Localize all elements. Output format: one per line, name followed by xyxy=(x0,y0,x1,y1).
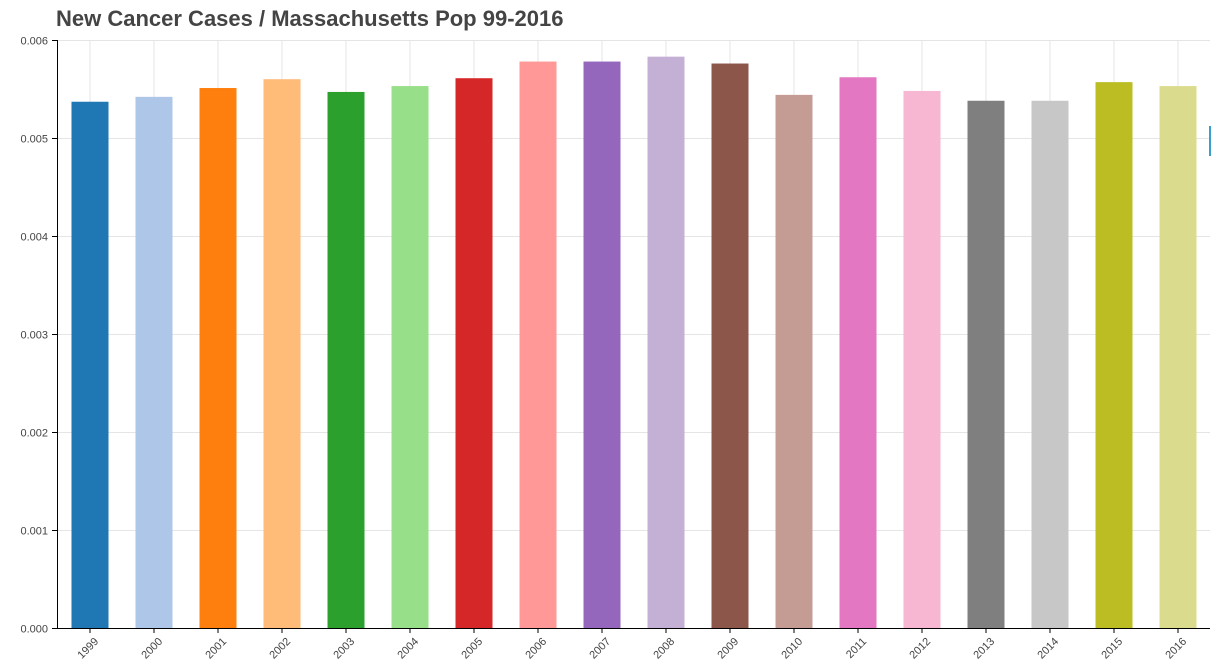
y-tick-labels: 0.000 0.001 0.002 0.003 0.004 0.005 0.006 xyxy=(20,36,48,636)
bar-2013[interactable] xyxy=(967,100,1005,628)
x-tick-label: 2007 xyxy=(587,636,613,662)
bar-2002[interactable] xyxy=(263,79,301,628)
x-tick-label: 2000 xyxy=(139,636,165,662)
bar-1999[interactable] xyxy=(71,101,109,629)
x-tick-label: 2004 xyxy=(395,636,421,662)
y-tick-label: 0.002 xyxy=(20,428,48,440)
x-tick-labels: 1999 2000 2001 2002 2003 2004 2005 2006 2007 2008… xyxy=(75,636,1189,662)
x-tick-label: 2011 xyxy=(844,636,869,661)
x-tick-label: 2006 xyxy=(523,636,549,662)
bars xyxy=(71,56,1197,629)
x-tick-label: 2005 xyxy=(459,636,485,662)
x-tick-label: 2015 xyxy=(1099,636,1125,662)
x-tick-label: 2008 xyxy=(651,636,677,662)
x-tick-label: 2014 xyxy=(1035,636,1061,662)
x-tick-label: 2002 xyxy=(267,636,293,662)
bar-2009[interactable] xyxy=(711,63,749,628)
bar-2006[interactable] xyxy=(519,61,557,629)
bar-2004[interactable] xyxy=(391,86,429,628)
axes xyxy=(52,40,1210,633)
x-tick-label: 2016 xyxy=(1163,636,1189,662)
bar-2016[interactable] xyxy=(1159,86,1197,628)
y-tick-label: 0.004 xyxy=(20,232,48,244)
x-tick-label: 2010 xyxy=(779,636,805,662)
bar-2008[interactable] xyxy=(647,56,685,629)
bar-2003[interactable] xyxy=(327,91,365,628)
bar-2010[interactable] xyxy=(775,94,813,628)
x-tick-label: 2013 xyxy=(971,636,997,662)
x-tick-label: 2012 xyxy=(907,636,933,662)
x-tick-label: 2009 xyxy=(715,636,741,662)
bar-2001[interactable] xyxy=(199,88,237,628)
bar-2014[interactable] xyxy=(1031,100,1069,628)
bar-2011[interactable] xyxy=(839,77,877,629)
bar-2007[interactable] xyxy=(583,61,621,629)
y-tick-label: 0.001 xyxy=(20,526,48,538)
x-tick-label: 2003 xyxy=(331,636,357,662)
y-tick-label: 0.005 xyxy=(20,134,48,146)
x-tick-label: 2001 xyxy=(203,636,229,662)
bar-2012[interactable] xyxy=(903,90,941,628)
y-tick-label: 0.003 xyxy=(20,330,48,342)
bar-2000[interactable] xyxy=(135,96,173,629)
y-tick-label: 0.000 xyxy=(20,624,48,636)
scroll-indicator[interactable] xyxy=(1209,126,1211,156)
x-tick-label: 1999 xyxy=(75,636,101,662)
y-tick-label: 0.006 xyxy=(20,36,48,48)
bar-2015[interactable] xyxy=(1095,82,1133,628)
bar-2005[interactable] xyxy=(455,78,493,629)
chart-title: New Cancer Cases / Massachusetts Pop 99-… xyxy=(56,6,564,31)
